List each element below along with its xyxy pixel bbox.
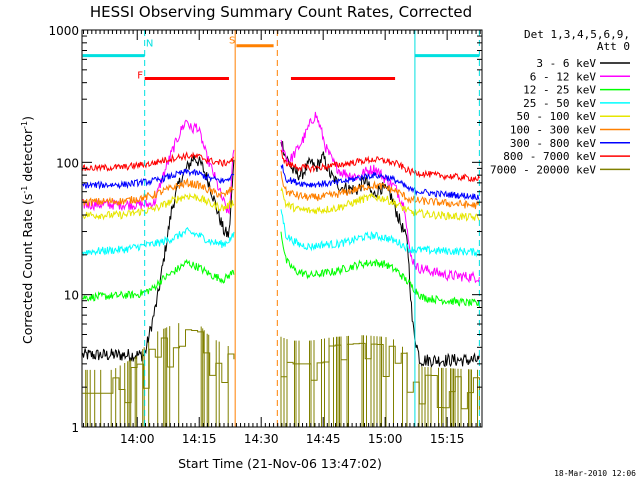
series-line-50-100-kev-pre (82, 192, 235, 221)
series-line-100-300-kev-post (280, 171, 480, 210)
date-stamp: 18-Mar-2010 12:06 (554, 469, 636, 478)
series-line-50-100-kev-post (280, 186, 480, 222)
flag-label-n: N (146, 39, 153, 50)
y-tick-label-0: 1 (71, 421, 79, 435)
flag-bars: N F S (82, 36, 480, 82)
series-group (82, 111, 480, 427)
axis-ticks: 1 10 100 1000 14:00 14:15 14:30 14:45 15:00 15:15 (48, 24, 482, 446)
y-tick-label-1: 10 (64, 289, 79, 303)
y-axis-label-sup2: -1 (20, 121, 29, 129)
x-tick-label-5: 15:15 (430, 432, 465, 446)
series-line-800-7000-kev-post (280, 149, 480, 183)
vertical-markers (144, 30, 480, 427)
y-axis-label-mid: detector (20, 128, 35, 186)
legend-entry-6-12-kev: 6 - 12 keV (530, 70, 597, 83)
series-line-3-6-kev-pre (82, 154, 235, 362)
legend-entry-3-6-kev: 3 - 6 keV (536, 57, 596, 70)
x-tick-label-2: 14:30 (244, 432, 279, 446)
series-line-12-25-kev-pre (82, 258, 235, 302)
x-tick-label-0: 14:00 (120, 432, 155, 446)
y-tick-label-3: 1000 (48, 24, 79, 38)
series-line-25-50-kev-pre (82, 227, 235, 257)
y-axis-label-end: ) (20, 116, 35, 121)
series-line-7000-20000-kev-post (280, 335, 480, 427)
x-tick-label-4: 15:00 (368, 432, 403, 446)
y-axis-label-sup1: -1 (20, 186, 29, 194)
legend-entry-50-100-kev: 50 - 100 keV (517, 110, 597, 123)
legend-header-2: Att 0 (597, 40, 630, 53)
x-tick-label-1: 14:15 (182, 432, 217, 446)
series-line-300-800-kev-post (280, 164, 480, 201)
series-line-3-6-kev-post (280, 141, 480, 369)
legend-entry-300-800-kev: 300 - 800 keV (510, 137, 596, 150)
flag-label-f: F (137, 71, 143, 82)
chart-title: HESSI Observing Summary Count Rates, Cor… (90, 3, 472, 21)
legend-entry-100-300-kev: 100 - 300 keV (510, 124, 596, 137)
flag-label-s: S (229, 36, 235, 47)
series-line-300-800-kev-pre (82, 168, 235, 190)
series-line-6-12-kev-post (280, 111, 480, 284)
legend-entry-7000-20000-kev: 7000 - 20000 keV (490, 163, 596, 176)
legend-entry-800-7000-kev: 800 - 7000 keV (503, 150, 596, 163)
legend-entry-25-50-kev: 25 - 50 keV (523, 97, 596, 110)
series-line-25-50-kev-post (280, 209, 480, 258)
x-axis-label: Start Time (21-Nov-06 13:47:02) (178, 456, 382, 471)
series-line-12-25-kev-post (280, 231, 480, 308)
series-line-800-7000-kev-pre (82, 151, 235, 173)
legend-entry-12-25-kev: 12 - 25 keV (523, 84, 596, 97)
series-line-7000-20000-kev-pre (82, 323, 235, 427)
x-tick-label-3: 14:45 (306, 432, 341, 446)
y-axis-label: Corrected Count Rate (s-1 detector-1) (20, 116, 35, 344)
series-line-100-300-kev-pre (82, 177, 235, 207)
y-tick-label-2: 100 (56, 156, 79, 170)
legend-header-1: Det 1,3,4,5,6,9, (524, 28, 630, 41)
